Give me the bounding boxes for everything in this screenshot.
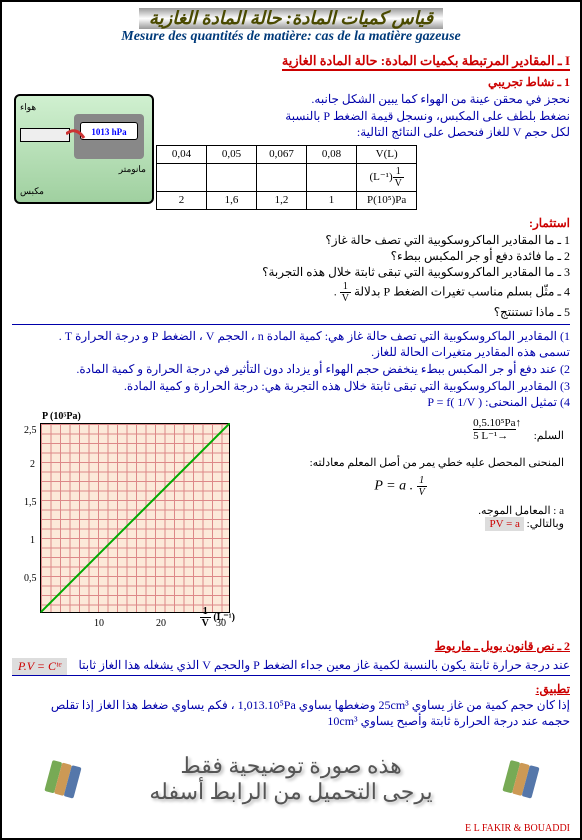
application-heading: تطبيق: (12, 682, 570, 697)
question-list: 1 ـ ما المقادير الماكروسكوبية التي تصف ح… (12, 233, 570, 320)
application-text: حجمه عند درجة الحرارة ثابتة وأصبح يساوي … (12, 714, 570, 730)
overlay-line-1: هذه صورة توضيحية فقط (149, 753, 432, 779)
application-text: إذا كان حجم كمية من غاز يساوي 25cm³ وضغط… (12, 698, 570, 714)
footer-credit: E L FAKIR & BOUADDI (465, 823, 570, 834)
answer-line: 3) المقادير الماكروسكوبية التي تبقى ثابت… (12, 379, 570, 395)
syringe-icon (20, 128, 70, 142)
answer-line: 2) عند دفع أو جر المكبس ببطء ينخفض حجم ا… (12, 362, 570, 378)
law-heading: 2 ـ نص قانون بويل ـ ماريوط (12, 639, 570, 654)
coefficient-label: a : المعامل الموجه. (237, 504, 564, 517)
conclusion-eq: PV = a (485, 517, 523, 531)
table-row: P(10⁵)Pa 1 1,2 1,6 2 (157, 191, 417, 209)
law-statement: P.V = Cᵗᵉ عند درجة حرارة ثابتة يكون بالن… (12, 658, 570, 676)
table-row: V(L) 0,08 0,067 0,05 0,04 (157, 145, 417, 163)
curve-description: المنحنى المحصل عليه خطي يمر من أصل المعل… (237, 456, 564, 469)
chart-line (40, 423, 230, 613)
answer-line: 1) المقادير الماكروسكوبية التي تصف حالة … (12, 329, 570, 345)
logo-icon (42, 759, 82, 799)
apparatus-diagram: 1013 hPa هواء مانومتر مكبس (14, 94, 154, 204)
title-arabic: قياس كميات المادة: حالة المادة الغازية (139, 8, 443, 29)
equation: P = a . 1V (237, 475, 564, 498)
question-item: 5 ـ ماذا تستنتج؟ (12, 305, 570, 320)
question-item: 1 ـ ما المقادير الماكروسكوبية التي تصف ح… (12, 233, 570, 248)
y-axis-label: P (10⁵Pa) (42, 411, 81, 422)
label-manometer: مانومتر (119, 164, 146, 175)
title-french: Mesure des quantités de matière: cas de … (12, 29, 570, 45)
label-air: هواء (20, 102, 36, 113)
subsection-1-heading: 1 ـ نشاط تجريبي (12, 75, 570, 90)
label-piston: مكبس (20, 186, 44, 197)
answer-line: تسمى هذه المقادير متغيرات الحالة للغاز. (12, 345, 570, 361)
tube-icon (66, 126, 86, 146)
data-table: V(L) 0,08 0,067 0,05 0,04 1V(L⁻¹) P(10⁵)… (156, 145, 417, 210)
watermark-overlay: هذه صورة توضيحية فقط يرجى التحميل من الر… (2, 744, 580, 814)
scale-label: السلم: 0,5.10⁵Pa↑ 5 L⁻¹→ (237, 417, 564, 442)
question-item: 2 ـ ما فائدة دفع أو جر المكبس ببطء؟ (12, 249, 570, 264)
question-item: 4 ـ مثّل بسلم مناسب تغيرات الضغط P بدلال… (12, 281, 570, 304)
exploit-heading: استثمار: (12, 216, 570, 231)
law-equation: P.V = Cᵗᵉ (12, 658, 67, 675)
conclusion-label: وبالتالي: PV = a (237, 517, 564, 531)
logo-icon (500, 759, 540, 799)
question-item: 3 ـ ما المقادير الماكروسكوبية التي تبقى … (12, 265, 570, 280)
pv-chart: P (10⁵Pa) 1V (L⁻¹) 0,5 1 1,5 2 2,5 10 20… (12, 417, 237, 637)
overlay-line-2: يرجى التحميل من الرابط أسفله (149, 779, 432, 805)
answer-line: 4) تمثيل المنحنى: P = f( 1/V ) (12, 395, 570, 411)
table-row: 1V(L⁻¹) (157, 163, 417, 191)
manometer-reading: 1013 hPa (80, 122, 138, 140)
section-1-heading: I ـ المقادير المرتبطة بكميات المادة: حال… (282, 53, 570, 71)
page-header: قياس كميات المادة: حالة المادة الغازية M… (12, 8, 570, 45)
